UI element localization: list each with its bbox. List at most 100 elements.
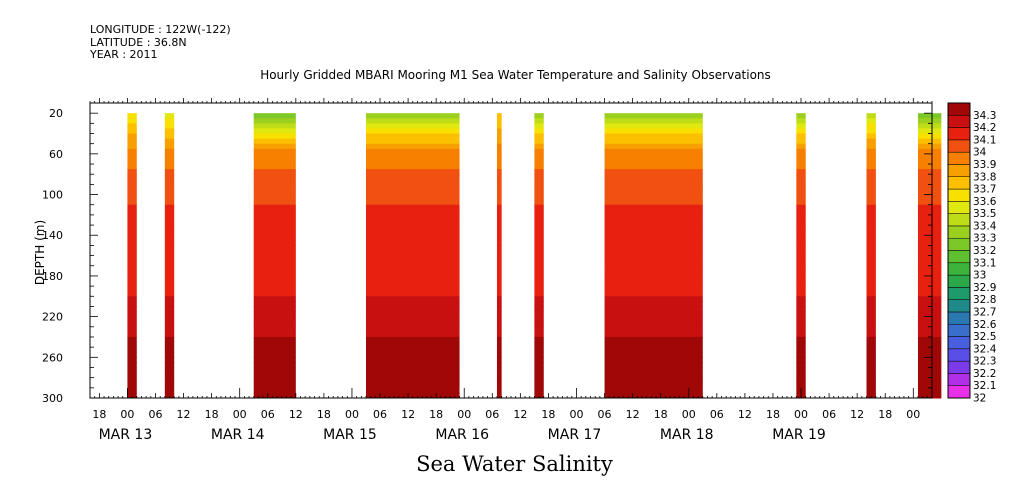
salinity-cell bbox=[164, 235, 175, 241]
salinity-cell bbox=[917, 336, 942, 343]
x-tick-label: 06 bbox=[598, 408, 612, 421]
salinity-cell bbox=[164, 148, 175, 155]
salinity-cell bbox=[917, 133, 942, 140]
salinity-cell bbox=[127, 174, 137, 180]
salinity-cell bbox=[127, 118, 137, 124]
salinity-cell bbox=[866, 133, 876, 140]
salinity-cell bbox=[866, 240, 876, 246]
salinity-cell bbox=[164, 255, 175, 262]
salinity-cell bbox=[496, 179, 502, 185]
salinity-cell bbox=[496, 281, 502, 287]
x-tick-label: 18 bbox=[317, 408, 331, 421]
salinity-cell bbox=[253, 255, 296, 262]
x-tick-label: 06 bbox=[485, 408, 499, 421]
colorbar-label: 32.7 bbox=[973, 306, 996, 318]
salinity-cell bbox=[866, 301, 876, 307]
salinity-cell bbox=[866, 174, 876, 180]
salinity-cell bbox=[917, 347, 942, 353]
salinity-cell bbox=[866, 387, 876, 394]
salinity-cell bbox=[253, 281, 296, 287]
salinity-cell bbox=[604, 174, 703, 180]
data-block bbox=[164, 113, 175, 399]
salinity-cell bbox=[917, 128, 942, 135]
salinity-cell bbox=[604, 265, 703, 272]
salinity-cell bbox=[866, 382, 876, 389]
salinity-cell bbox=[365, 199, 460, 206]
salinity-cell bbox=[253, 316, 296, 323]
salinity-cell bbox=[866, 377, 876, 384]
salinity-cell bbox=[164, 362, 175, 368]
salinity-cell bbox=[496, 225, 502, 231]
colorbar-swatch bbox=[947, 115, 971, 128]
salinity-cell bbox=[866, 260, 876, 267]
salinity-cell bbox=[164, 189, 175, 196]
salinity-cell bbox=[917, 372, 942, 379]
salinity-cell bbox=[127, 153, 137, 160]
salinity-cell bbox=[253, 387, 296, 394]
salinity-cell bbox=[796, 250, 806, 257]
salinity-cell bbox=[534, 230, 544, 236]
salinity-cell bbox=[365, 326, 460, 333]
salinity-cell bbox=[604, 255, 703, 262]
salinity-cell bbox=[365, 148, 460, 155]
salinity-cell bbox=[365, 291, 460, 297]
salinity-cell bbox=[917, 367, 942, 374]
salinity-cell bbox=[496, 342, 502, 348]
salinity-cell bbox=[253, 138, 296, 145]
salinity-cell bbox=[604, 225, 703, 231]
colorbar-swatch bbox=[947, 127, 971, 141]
colorbar-label: 33.4 bbox=[973, 220, 997, 232]
salinity-cell bbox=[496, 209, 502, 216]
salinity-cell bbox=[796, 169, 806, 175]
salinity-cell bbox=[496, 235, 502, 241]
salinity-cell bbox=[604, 204, 703, 211]
x-tick-label: 18 bbox=[92, 408, 106, 421]
salinity-cell bbox=[365, 270, 460, 277]
colorbar-label: 34.3 bbox=[973, 110, 996, 122]
salinity-cell bbox=[496, 270, 502, 277]
salinity-cell bbox=[127, 148, 137, 155]
salinity-cell bbox=[496, 174, 502, 180]
x-tick-label: 00 bbox=[569, 408, 583, 421]
y-tick-label: 180 bbox=[42, 270, 63, 283]
salinity-cell bbox=[534, 194, 544, 201]
salinity-cell bbox=[534, 306, 544, 313]
salinity-cell bbox=[253, 357, 296, 363]
salinity-cell bbox=[604, 214, 703, 221]
salinity-cell bbox=[866, 342, 876, 348]
salinity-cell bbox=[127, 164, 137, 170]
salinity-cell bbox=[127, 209, 137, 216]
colorbar-swatch bbox=[947, 324, 971, 337]
salinity-cell bbox=[534, 189, 544, 196]
salinity-cell bbox=[365, 265, 460, 272]
salinity-cell bbox=[496, 367, 502, 374]
salinity-cell bbox=[164, 174, 175, 180]
salinity-cell bbox=[796, 225, 806, 231]
salinity-cell bbox=[866, 270, 876, 277]
salinity-cell bbox=[796, 164, 806, 170]
data-block bbox=[253, 113, 296, 399]
colorbar-swatch bbox=[947, 250, 971, 264]
x-tick-label: 12 bbox=[177, 408, 191, 421]
data-block bbox=[534, 113, 544, 399]
salinity-cell bbox=[604, 342, 703, 348]
salinity-cell bbox=[253, 352, 296, 358]
salinity-cell bbox=[796, 189, 806, 196]
salinity-cell bbox=[253, 143, 296, 150]
salinity-cell bbox=[534, 331, 544, 338]
salinity-cell bbox=[604, 199, 703, 206]
salinity-cell bbox=[534, 367, 544, 374]
salinity-cell bbox=[796, 235, 806, 241]
salinity-cell bbox=[604, 143, 703, 150]
salinity-cell bbox=[604, 357, 703, 363]
salinity-cell bbox=[164, 336, 175, 343]
salinity-cell bbox=[164, 291, 175, 297]
salinity-cell bbox=[164, 286, 175, 292]
salinity-cell bbox=[253, 342, 296, 348]
salinity-cell bbox=[127, 255, 137, 262]
salinity-cell bbox=[127, 357, 137, 363]
salinity-cell bbox=[127, 169, 137, 175]
salinity-cell bbox=[796, 138, 806, 145]
salinity-cell bbox=[253, 362, 296, 368]
